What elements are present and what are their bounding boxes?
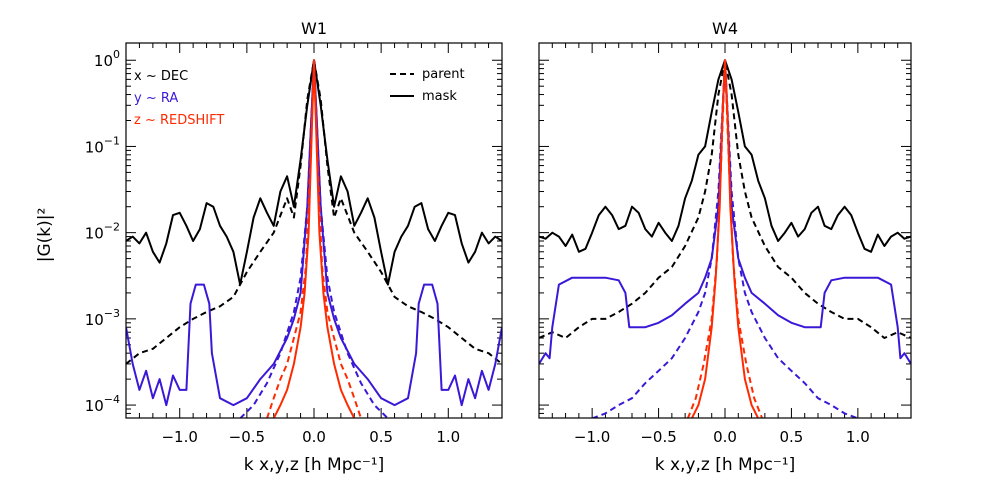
series-group	[126, 59, 502, 418]
y-tick-label: 10−3	[85, 307, 120, 329]
panel-w4: W4 −1.0 −0.5 0.0 0.5 1.0 k x,y,z [h Mpc⁻¹]	[538, 19, 912, 475]
y-tick-base: 10	[85, 397, 104, 415]
x-tick-label: −0.5	[640, 428, 676, 446]
x-tick-label: 0.0	[302, 428, 326, 446]
series-line-x-dashed	[126, 59, 502, 365]
tick-labels: −1.0 −0.5 0.0 0.5 1.0	[574, 428, 870, 446]
x-tick-label: 0.5	[779, 428, 803, 446]
y-tick-base: 10	[94, 52, 113, 70]
series-line-x-solid	[539, 59, 911, 253]
y-tick-label: 10−4	[85, 393, 120, 415]
legend-style-label: mask	[422, 89, 457, 104]
y-tick-exponent: −2	[104, 221, 120, 234]
legend-axes: x ~ DEC y ~ RA z ~ REDSHIFT	[134, 69, 224, 128]
x-tick-label: −1.0	[574, 428, 610, 446]
legend-styles: parent mask	[390, 67, 465, 104]
y-tick-label: 100	[94, 48, 120, 70]
legend-axis-label: y ~ RA	[134, 91, 178, 106]
series-group	[539, 59, 911, 418]
y-tick-exponent: −3	[104, 307, 120, 320]
y-tick-base: 10	[85, 225, 104, 243]
panel-w1: W1 −1.0 −0.5 0.0 0.5 1.010010−110−210−310−4 …	[85, 19, 503, 475]
y-axis-title: |G(k)|²	[35, 208, 55, 263]
x-axis-title: k x,y,z [h Mpc⁻¹]	[244, 455, 385, 475]
legend-style-label: parent	[422, 67, 465, 82]
x-tick-label: 1.0	[436, 428, 460, 446]
y-tick-exponent: −4	[104, 393, 120, 406]
legend-axis-label: x ~ DEC	[134, 69, 188, 84]
y-tick-label: 10−1	[85, 134, 120, 156]
series-line-z-solid	[690, 59, 760, 418]
x-tick-label: 1.0	[846, 428, 870, 446]
legend-axis-label: z ~ REDSHIFT	[134, 113, 224, 128]
x-tick-label: 0.0	[713, 428, 737, 446]
plot-frame	[538, 42, 912, 419]
y-tick-label: 10−2	[85, 221, 120, 243]
series-line-z-dashed	[266, 59, 362, 418]
panel-title: W4	[712, 19, 738, 38]
series-line-x-dashed	[539, 59, 911, 339]
panel-title: W1	[301, 19, 327, 38]
series-line-z-dashed	[686, 59, 764, 418]
axis-ticks	[538, 43, 912, 418]
axis-ticks	[125, 43, 503, 418]
x-tick-label: −0.5	[229, 428, 265, 446]
y-tick-exponent: 0	[113, 48, 120, 61]
x-tick-label: −1.0	[161, 428, 197, 446]
y-tick-base: 10	[85, 311, 104, 329]
series-line-y-dashed	[239, 59, 389, 418]
y-tick-base: 10	[85, 138, 104, 156]
series-line-y-solid	[126, 59, 502, 407]
x-tick-label: 0.5	[369, 428, 393, 446]
plot-frame	[125, 42, 503, 419]
x-axis-title: k x,y,z [h Mpc⁻¹]	[655, 455, 796, 475]
y-tick-exponent: −1	[104, 134, 120, 147]
series-line-y-dashed	[591, 59, 859, 418]
